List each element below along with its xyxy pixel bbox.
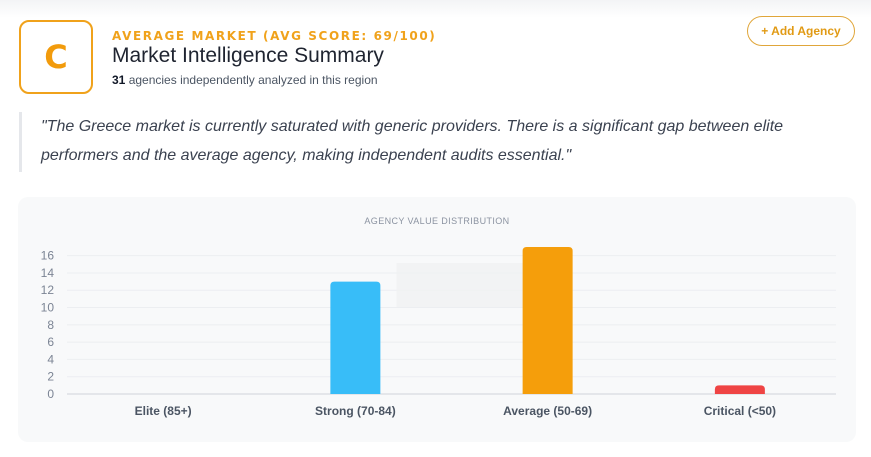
x-tick-label: Strong (70-84) [315, 404, 396, 418]
add-agency-button[interactable]: + Add Agency [747, 16, 855, 46]
y-tick-label: 2 [47, 370, 54, 384]
page-title: Market Intelligence Summary [112, 44, 384, 67]
y-tick-label: 14 [41, 266, 55, 280]
agency-count: 31 [112, 73, 126, 87]
market-quote: "The Greece market is currently saturate… [19, 112, 851, 172]
y-tick-label: 10 [41, 301, 55, 315]
y-tick-label: 16 [41, 249, 55, 263]
distribution-chart-card: AGENCY VALUE DISTRIBUTION 0 2 4 6 8 10 12 14 16 E… [18, 197, 856, 442]
hover-highlight [396, 263, 537, 307]
grade-letter: C [44, 38, 68, 76]
bar-strong[interactable] [330, 281, 381, 394]
x-tick-label: Average (50-69) [503, 404, 592, 418]
grade-badge: C [19, 20, 93, 94]
bar-critical[interactable] [714, 385, 765, 394]
chart-title: AGENCY VALUE DISTRIBUTION [364, 216, 510, 226]
x-tick-label: Elite (85+) [135, 404, 192, 418]
bar-average[interactable] [522, 247, 573, 394]
y-tick-label: 12 [41, 283, 55, 297]
market-score-label: AVERAGE MARKET (AVG SCORE: 69/100) [112, 29, 437, 43]
distribution-chart: 0 2 4 6 8 10 12 14 16 Elite (85+) Strong (70-84) Av… [41, 247, 836, 418]
y-tick-label: 6 [47, 335, 54, 349]
y-tick-label: 8 [47, 318, 54, 332]
y-tick-label: 4 [47, 352, 54, 366]
y-tick-label: 0 [47, 387, 54, 401]
x-tick-label: Critical (<50) [704, 404, 776, 418]
top-shadow [0, 0, 871, 18]
agency-count-text: agencies independently analyzed in this … [125, 73, 378, 87]
agency-count-line: 31 agencies independently analyzed in th… [112, 73, 378, 87]
